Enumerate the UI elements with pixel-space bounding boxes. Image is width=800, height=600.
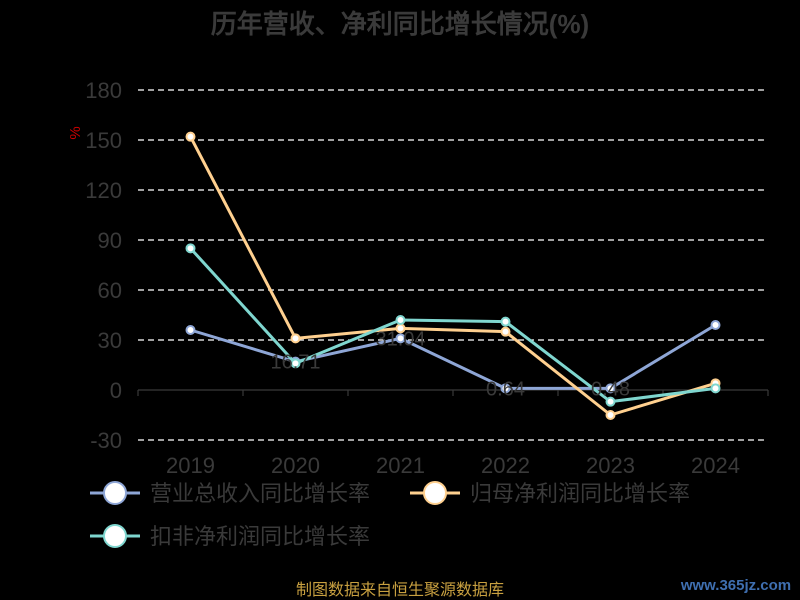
x-tick-label: 2020 (271, 453, 320, 478)
legend-item[interactable]: 归母净利润同比增长率 (410, 481, 690, 506)
data-point (185, 131, 196, 142)
data-point (290, 358, 301, 369)
watermark: www.365jz.com (680, 577, 791, 594)
legend-label: 扣非净利润同比增长率 (150, 524, 370, 549)
y-tick-label: 150 (85, 128, 122, 153)
y-axis-ticks: 180 150 120 90 60 30 0 -30 (85, 78, 122, 453)
data-point (605, 410, 616, 420)
data-point (605, 396, 616, 407)
series-line (190, 323, 717, 390)
y-tick-label: 90 (98, 228, 122, 253)
data-point (290, 333, 301, 344)
y-tick-label: 0 (110, 378, 122, 403)
y-tick-label: 60 (98, 278, 122, 303)
y-tick-label: 30 (98, 328, 122, 353)
legend-label: 归母净利润同比增长率 (470, 481, 690, 506)
x-tick-label: 2021 (376, 453, 425, 478)
series-line (189, 247, 716, 404)
x-tick-label: 2024 (691, 453, 740, 478)
data-point (395, 315, 406, 325)
data-label: 0.64 (486, 378, 525, 400)
grid (138, 89, 768, 441)
x-tick-label: 2022 (481, 453, 530, 478)
legend-item[interactable]: 营业总收入同比增长率 (90, 481, 370, 506)
data-label: 16.71 (270, 352, 320, 374)
legend-item[interactable]: 扣非净利润同比增长率 (90, 524, 370, 549)
legend-marker (423, 481, 447, 505)
x-tick-label: 2019 (166, 453, 215, 478)
x-axis: 2019 2020 2021 2022 2023 2024 (137, 389, 769, 478)
series-line (189, 135, 716, 417)
data-point (500, 326, 511, 337)
data-label: 0.48 (591, 378, 630, 400)
data-point (185, 325, 196, 335)
data-point (500, 383, 511, 394)
y-tick-label: 120 (85, 178, 122, 203)
data-labels: 16.71 31.04 0.64 0.48 (270, 328, 630, 400)
data-point (605, 383, 616, 394)
data-point (185, 243, 196, 254)
y-tick-label: 180 (85, 78, 122, 103)
data-source-note: 制图数据来自恒生聚源数据库 (296, 581, 504, 599)
y-tick-label: -30 (90, 428, 122, 453)
y-axis-unit: % (67, 126, 84, 139)
data-point (710, 383, 721, 394)
data-point (710, 320, 721, 330)
data-label: 31.04 (375, 328, 425, 350)
x-tick-label: 2023 (586, 453, 635, 478)
series (185, 131, 721, 420)
legend-marker (103, 481, 127, 505)
data-point (395, 333, 406, 344)
chart-title: 历年营收、净利同比增长情况(%) (211, 9, 589, 39)
legend-marker (103, 524, 127, 548)
data-point (500, 316, 511, 327)
legend-label: 营业总收入同比增长率 (150, 481, 370, 506)
